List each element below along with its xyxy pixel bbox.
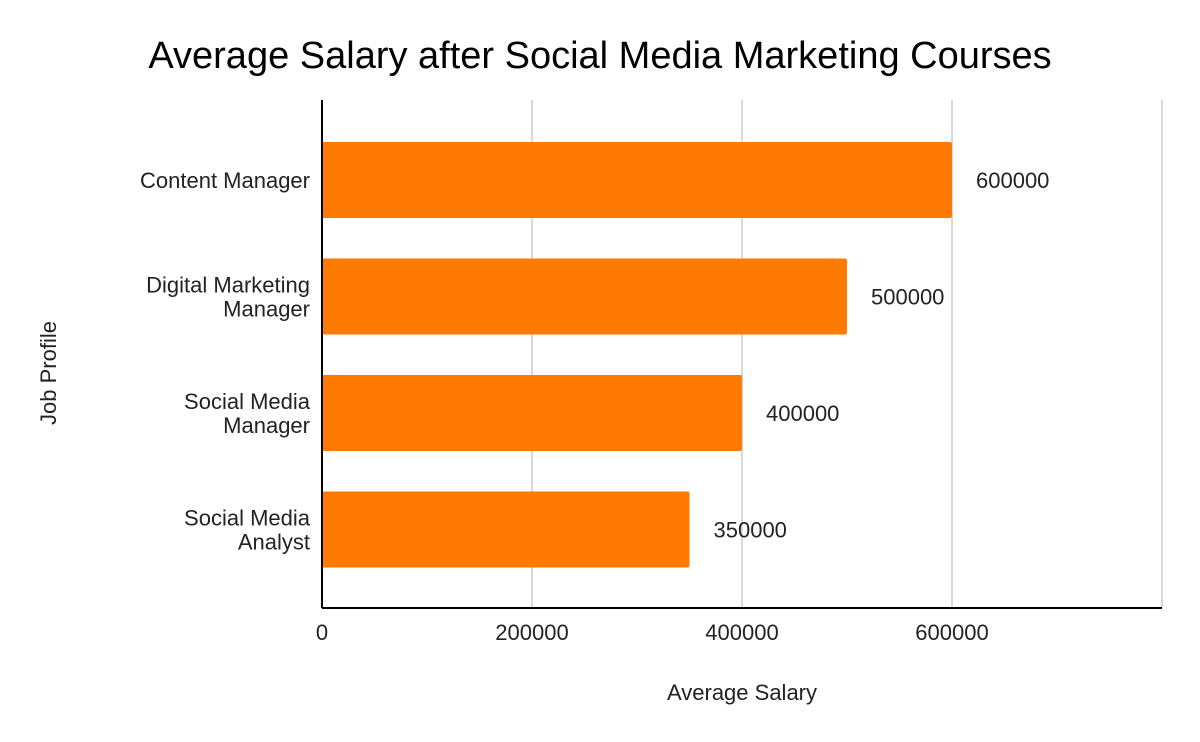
category-label: Social Media Manager xyxy=(184,389,311,438)
category-label: Social Media Analyst xyxy=(184,506,311,555)
bar xyxy=(322,491,690,568)
x-tick-label: 400000 xyxy=(705,620,778,645)
x-tick-label: 600000 xyxy=(915,620,988,645)
bar xyxy=(322,142,952,218)
chart-title: Average Salary after Social Media Market… xyxy=(148,35,1051,77)
bar xyxy=(322,375,742,451)
x-tick-label: 0 xyxy=(316,620,328,645)
category-labels: Content Manager Digital Marketing Manager S… xyxy=(140,168,311,555)
data-label: 400000 xyxy=(766,401,839,426)
bar xyxy=(322,258,847,335)
category-label: Digital Marketing Manager xyxy=(146,273,310,322)
x-tick-labels: 0 200000 400000 600000 xyxy=(316,620,989,645)
x-axis-title: Average Salary xyxy=(667,680,817,705)
category-label: Content Manager xyxy=(140,168,310,193)
data-label: 350000 xyxy=(714,518,787,543)
y-axis-title: Job Profile xyxy=(36,321,61,425)
x-tick-label: 200000 xyxy=(495,620,568,645)
bars xyxy=(322,142,952,568)
data-label: 600000 xyxy=(976,168,1049,193)
axes xyxy=(321,100,1162,609)
data-labels: 600000 500000 400000 350000 xyxy=(714,168,1050,543)
data-label: 500000 xyxy=(871,285,944,310)
